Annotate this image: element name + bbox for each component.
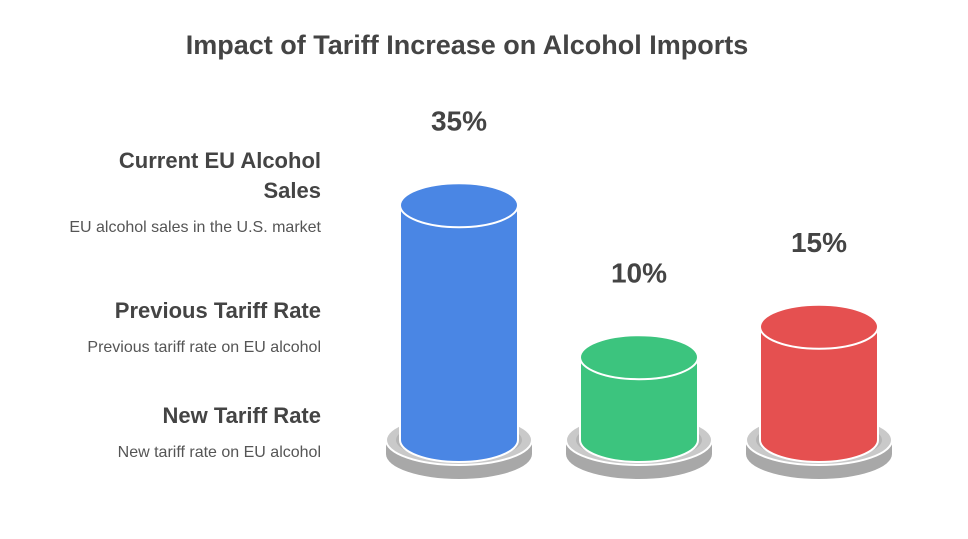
category-description: New tariff rate on EU alcohol <box>117 444 321 461</box>
category-description: Previous tariff rate on EU alcohol <box>87 339 321 356</box>
category-description: EU alcohol sales in the U.S. market <box>69 219 321 236</box>
value-label: 10% <box>611 258 667 289</box>
bar <box>579 356 699 463</box>
legend-item: Previous Tariff Rate Previous tariff rate… <box>61 296 321 360</box>
category-label: Current EU Alcohol Sales <box>118 148 321 203</box>
bar-top <box>579 334 699 381</box>
category-label: New Tariff Rate <box>162 403 321 428</box>
bar <box>399 204 519 463</box>
legend-item: New Tariff Rate New tariff rate on EU alc… <box>61 401 321 465</box>
legend-item: Current EU Alcohol Sales EU alcohol sales… <box>61 146 321 240</box>
bar-top <box>759 303 879 350</box>
chart-title: Impact of Tariff Increase on Alcohol Imp… <box>185 30 749 60</box>
bar <box>759 325 879 463</box>
value-label: 35% <box>431 106 487 137</box>
category-label: Previous Tariff Rate <box>114 298 321 323</box>
bar-top <box>399 182 519 229</box>
value-label: 15% <box>791 227 847 258</box>
